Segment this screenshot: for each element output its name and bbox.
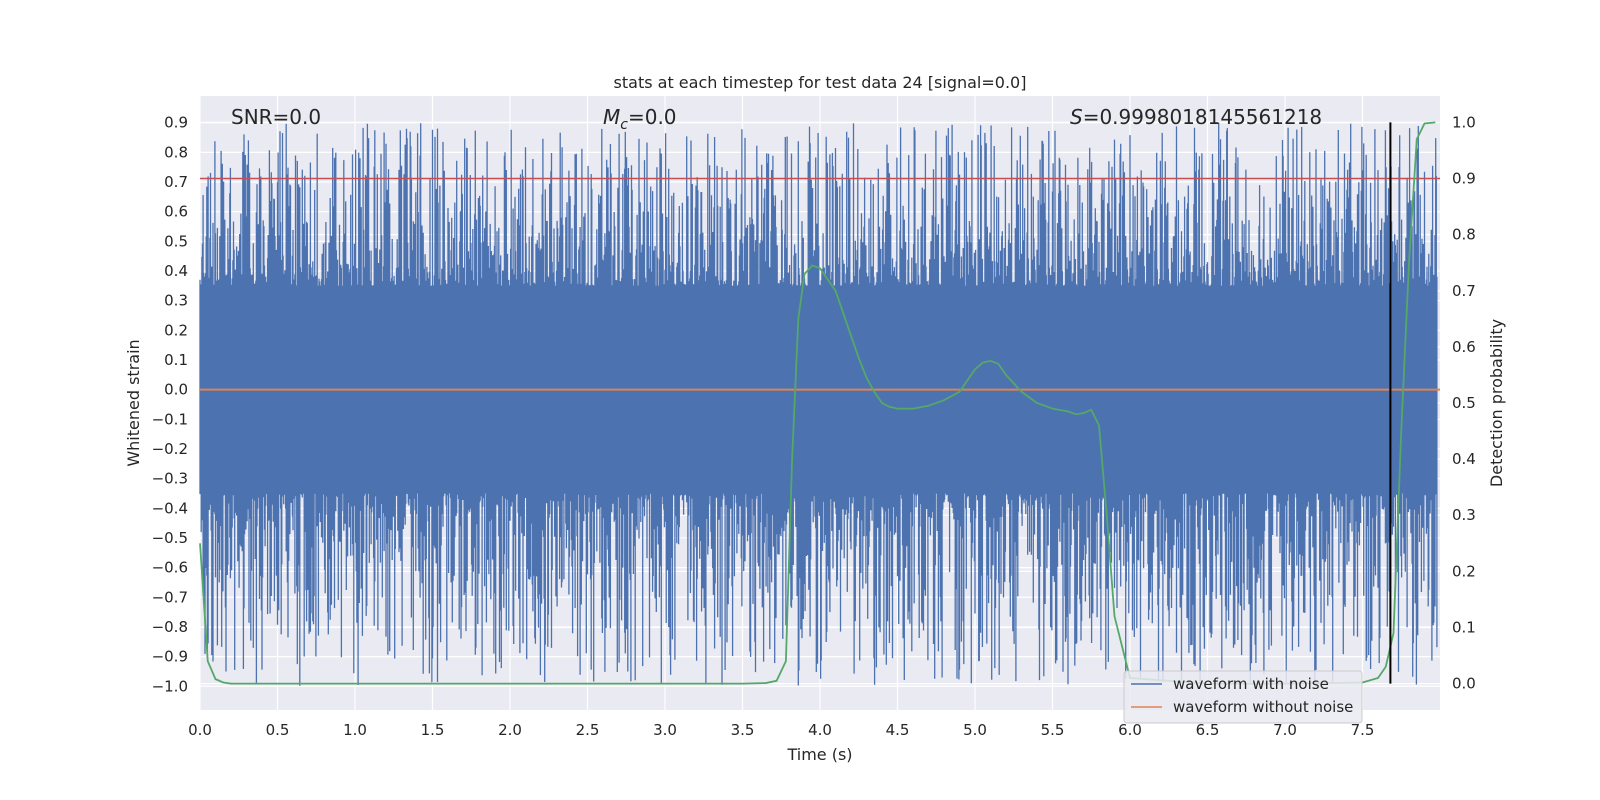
y2-axis-label: Detection probability — [1487, 319, 1506, 487]
y-tick-label: −0.9 — [152, 648, 188, 666]
y-tick-label: 0.4 — [164, 262, 188, 280]
y2-axis-ticks: 1.0 0.9 0.8 0.7 0.6 0.5 0.4 0.3 0.2 0.1 0.0 — [1452, 113, 1476, 692]
x-tick-label: 7.0 — [1273, 721, 1297, 739]
y2-tick-label: 0.8 — [1452, 226, 1476, 244]
y-tick-label: −0.7 — [152, 588, 188, 606]
x-tick-label: 1.0 — [343, 721, 367, 739]
y-tick-label: −0.3 — [152, 470, 188, 488]
x-tick-label: 0.0 — [188, 721, 212, 739]
y-tick-label: 0.3 — [164, 292, 188, 310]
legend-label-waveform-with-noise: waveform with noise — [1173, 675, 1329, 693]
x-tick-label: 4.0 — [808, 721, 832, 739]
y-tick-label: −0.2 — [152, 440, 188, 458]
y-tick-label: −0.4 — [152, 499, 188, 517]
y-tick-label: −1.0 — [152, 677, 188, 695]
y-tick-label: 0.0 — [164, 381, 188, 399]
snr-annotation: SNR=0.0 — [231, 105, 321, 129]
x-tick-label: 1.5 — [421, 721, 445, 739]
s-value: =0.9998018145561218 — [1083, 105, 1322, 129]
y2-tick-label: 0.5 — [1452, 394, 1476, 412]
x-tick-label: 3.5 — [731, 721, 755, 739]
y-tick-label: 0.7 — [164, 173, 188, 191]
y-tick-label: 0.8 — [164, 143, 188, 161]
y2-tick-label: 0.0 — [1452, 675, 1476, 693]
x-tick-label: 0.5 — [266, 721, 290, 739]
y2-tick-label: 0.1 — [1452, 618, 1476, 636]
x-tick-label: 5.0 — [963, 721, 987, 739]
x-axis-ticks: 0.0 0.5 1.0 1.5 2.0 2.5 3.0 3.5 4.0 4.5 5.0 5.5 6.0 6… — [188, 721, 1374, 739]
s-symbol: S — [1070, 105, 1083, 129]
x-axis-label: Time (s) — [786, 745, 852, 764]
chart-title: stats at each timestep for test data 24 … — [614, 73, 1027, 92]
y-tick-label: 0.9 — [164, 114, 188, 132]
y2-tick-label: 0.7 — [1452, 282, 1476, 300]
y-tick-label: 0.1 — [164, 351, 188, 369]
y2-tick-label: 0.9 — [1452, 170, 1476, 188]
y-tick-label: −0.5 — [152, 529, 188, 547]
y2-tick-label: 0.4 — [1452, 450, 1476, 468]
x-tick-label: 7.5 — [1351, 721, 1375, 739]
x-tick-label: 4.5 — [886, 721, 910, 739]
y-tick-label: −0.6 — [152, 559, 188, 577]
y-tick-label: −0.1 — [152, 410, 188, 428]
legend: waveform with noise waveform without noi… — [1123, 670, 1363, 724]
mc-symbol: M — [603, 105, 620, 129]
y-tick-label: 0.5 — [164, 232, 188, 250]
y2-tick-label: 1.0 — [1452, 113, 1476, 131]
mc-value: =0.0 — [628, 105, 677, 129]
y-tick-label: 0.2 — [164, 321, 188, 339]
y-tick-label: 0.6 — [164, 203, 188, 221]
legend-label-waveform-without-noise: waveform without noise — [1173, 698, 1353, 716]
x-tick-label: 5.5 — [1041, 721, 1065, 739]
y2-tick-label: 0.3 — [1452, 506, 1476, 524]
x-tick-label: 2.0 — [498, 721, 522, 739]
y-tick-label: −0.8 — [152, 618, 188, 636]
x-tick-label: 2.5 — [576, 721, 600, 739]
y2-tick-label: 0.2 — [1452, 562, 1476, 580]
y2-tick-label: 0.6 — [1452, 338, 1476, 356]
mc-subscript: c — [620, 117, 628, 133]
x-tick-label: 6.5 — [1196, 721, 1220, 739]
y-axis-label: Whitened strain — [124, 339, 143, 466]
x-tick-label: 3.0 — [653, 721, 677, 739]
y-axis-ticks: 0.9 0.8 0.7 0.6 0.5 0.4 0.3 0.2 0.1 0.0 −0.1 −0.2 −0… — [152, 114, 188, 696]
s-annotation: S=0.9998018145561218 — [1070, 105, 1322, 129]
mc-annotation: Mc=0.0 — [603, 105, 677, 133]
x-tick-label: 6.0 — [1118, 721, 1142, 739]
legend-box — [1123, 670, 1363, 724]
